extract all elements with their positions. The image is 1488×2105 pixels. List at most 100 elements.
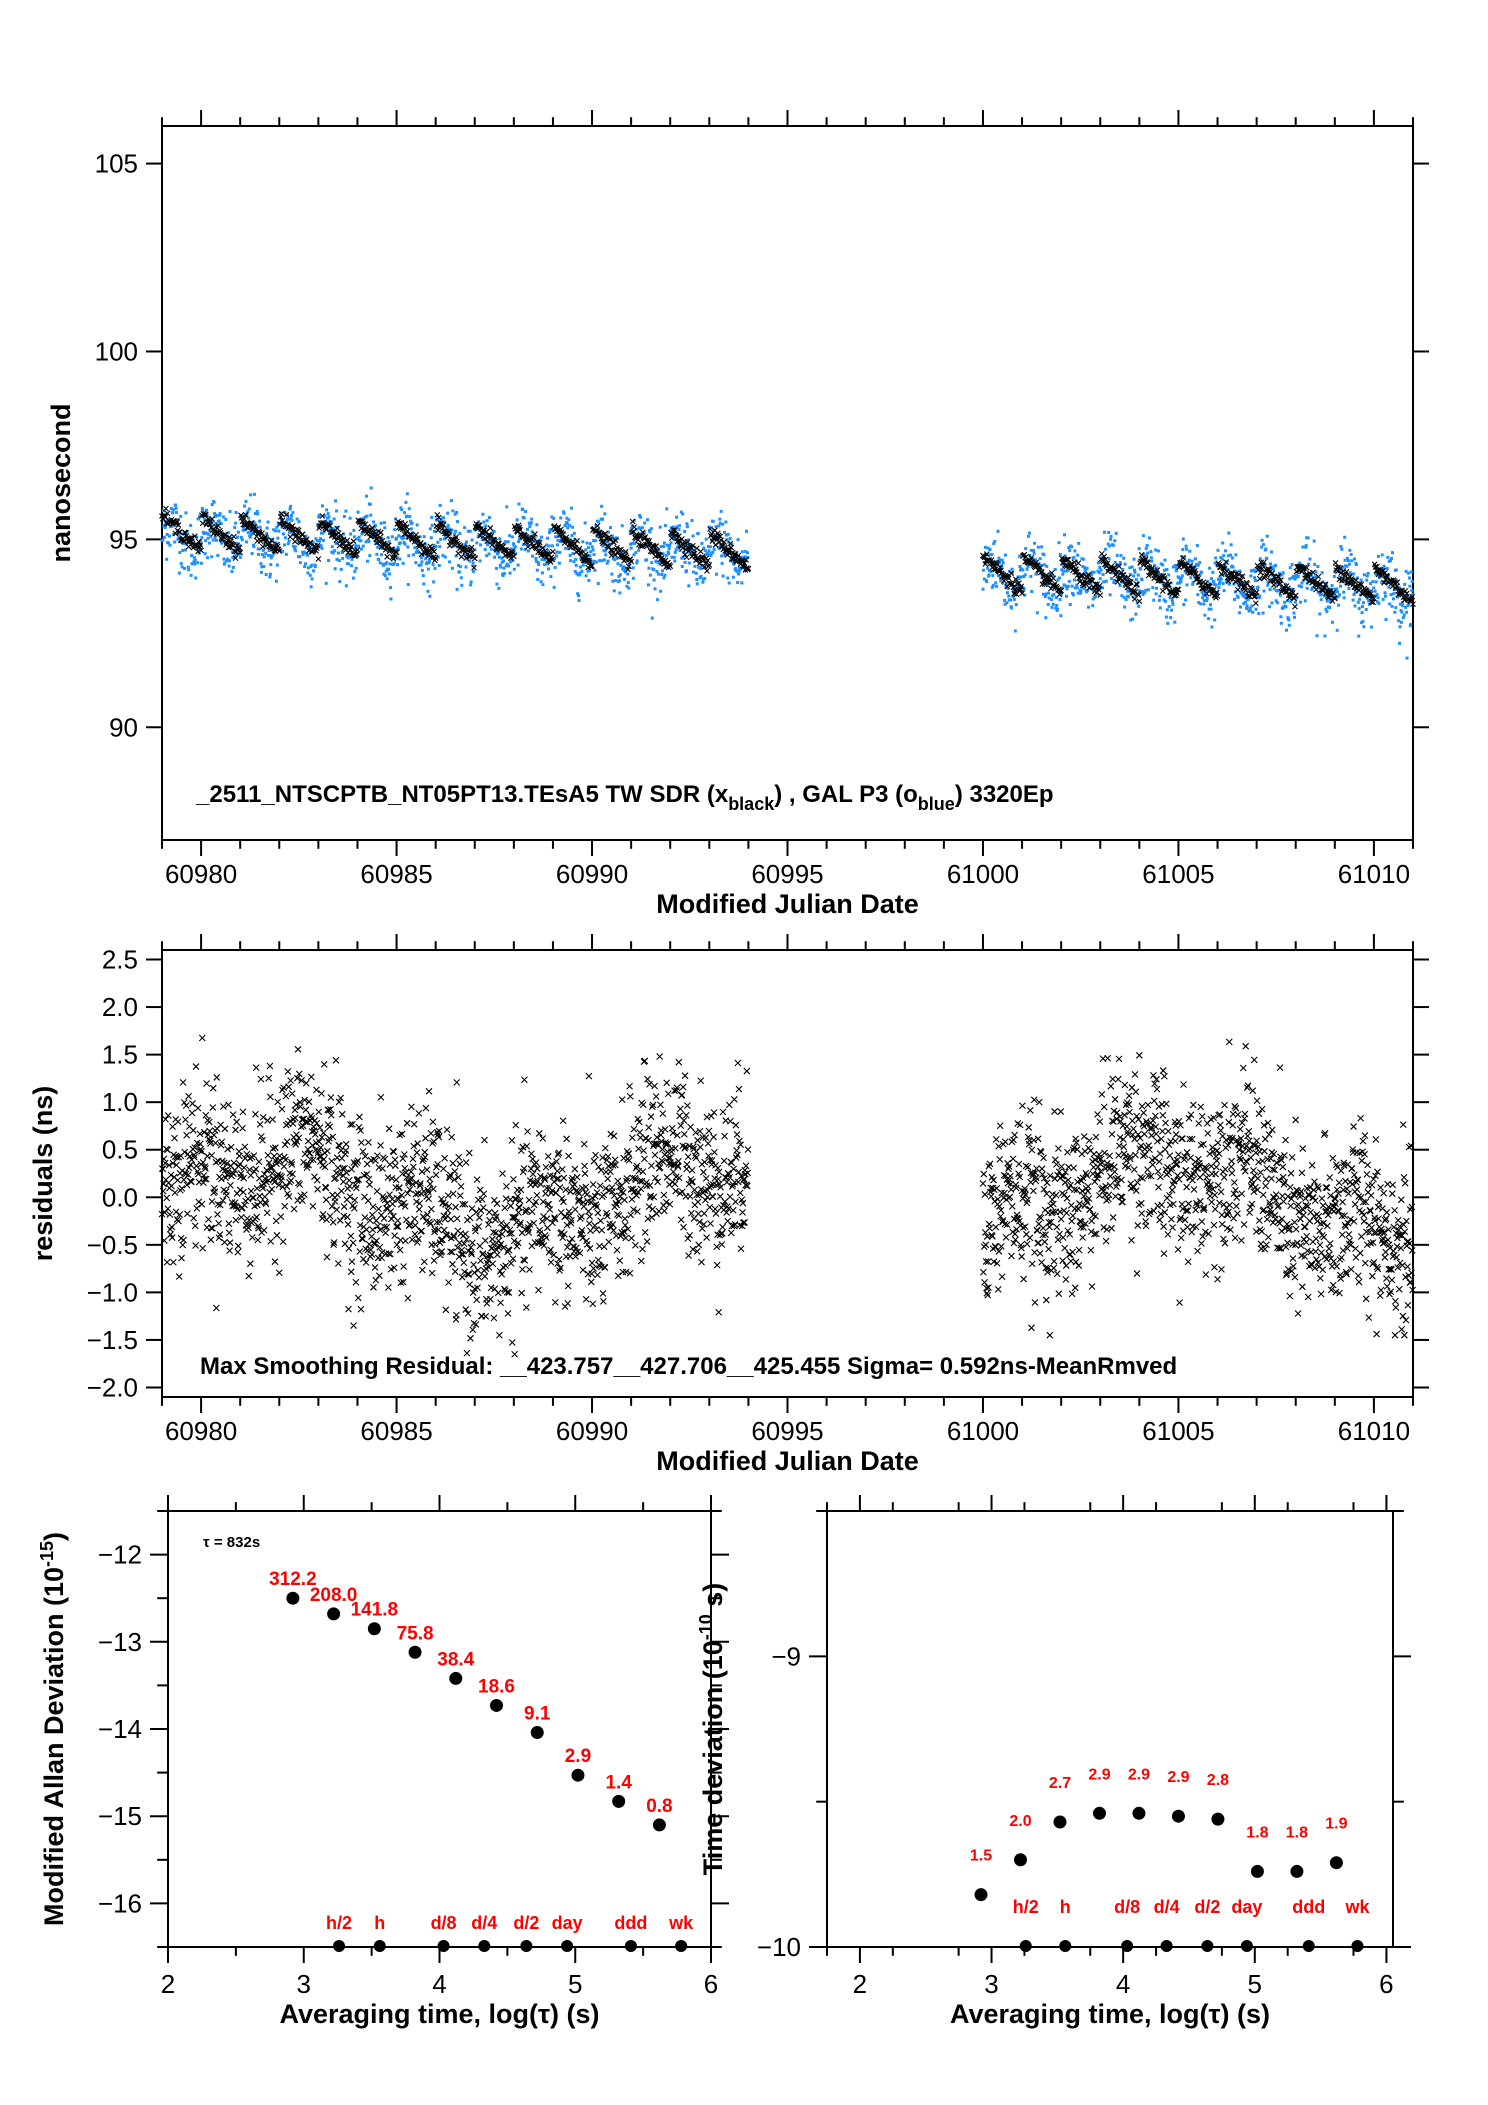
gal-p3-point xyxy=(598,559,602,563)
residual-point xyxy=(559,1117,567,1125)
gal-p3-point xyxy=(1330,620,1334,624)
gal-p3-point xyxy=(1057,541,1061,545)
gal-p3-point xyxy=(1277,571,1281,575)
gal-p3-point xyxy=(1102,580,1106,584)
gal-p3-point xyxy=(1323,634,1327,638)
gal-p3-point xyxy=(502,559,506,563)
gal-p3-point xyxy=(536,560,540,564)
tw-sdr-point xyxy=(636,533,643,540)
gal-p3-point xyxy=(346,553,350,557)
gal-p3-point xyxy=(1145,554,1149,558)
gal-p3-point xyxy=(420,560,424,564)
gal-p3-point xyxy=(1284,582,1288,586)
gal-p3-point xyxy=(1032,551,1036,555)
gal-p3-point xyxy=(309,585,313,589)
gal-p3-point xyxy=(1383,573,1387,577)
residual-point xyxy=(377,1142,384,1149)
tw-sdr-point xyxy=(471,564,477,571)
x-tick-label: 61000 xyxy=(947,859,1019,889)
residual-point xyxy=(351,1196,359,1204)
gal-p3-point xyxy=(277,529,281,533)
gal-p3-point xyxy=(700,541,704,545)
gal-p3-point xyxy=(1258,557,1262,561)
residual-point xyxy=(265,1159,273,1167)
gal-p3-point xyxy=(558,551,562,555)
gal-p3-point xyxy=(1372,586,1376,590)
gal-p3-point xyxy=(1279,621,1283,625)
gal-p3-point xyxy=(388,586,392,590)
gal-p3-point xyxy=(1365,578,1369,582)
gal-p3-point xyxy=(356,537,360,541)
residual-point xyxy=(623,1177,630,1185)
gal-p3-point xyxy=(623,566,627,570)
residual-point xyxy=(639,1168,647,1175)
residual-point xyxy=(468,1205,476,1213)
residual-point xyxy=(282,1092,290,1100)
tw-sdr-point xyxy=(274,541,280,548)
gal-p3-point xyxy=(395,536,399,540)
gal-p3-point xyxy=(1274,599,1278,603)
gal-p3-point xyxy=(1064,569,1068,573)
gal-p3-point xyxy=(357,544,361,548)
gal-p3-point xyxy=(1140,578,1144,582)
gal-p3-point xyxy=(570,525,574,529)
gal-p3-point xyxy=(722,530,726,534)
residual-point xyxy=(567,1188,574,1196)
residual-point xyxy=(628,1234,635,1242)
gal-p3-point xyxy=(345,554,349,558)
residual-point xyxy=(532,1198,540,1206)
gal-p3-point xyxy=(623,577,627,581)
tw-sdr-point xyxy=(607,536,613,543)
residual-point xyxy=(313,1119,321,1127)
gal-p3-point xyxy=(607,530,611,534)
gal-p3-point xyxy=(172,522,176,526)
residual-point xyxy=(480,1190,488,1198)
gal-p3-point xyxy=(517,502,521,506)
gal-p3-point xyxy=(364,540,368,544)
gal-p3-point xyxy=(1132,557,1136,561)
gal-p3-point xyxy=(420,568,424,572)
tw-sdr-point xyxy=(435,514,442,521)
residual-point xyxy=(478,1195,486,1203)
residual-point xyxy=(208,1151,216,1159)
residual-point xyxy=(411,1221,419,1229)
gal-p3-point xyxy=(1066,569,1070,573)
gal-p3-point xyxy=(1254,578,1258,582)
gal-p3-point xyxy=(479,543,483,547)
residual-point xyxy=(352,1278,360,1286)
residual-point xyxy=(499,1170,506,1178)
gal-p3-point xyxy=(393,528,397,532)
residual-point xyxy=(234,1248,242,1256)
gal-p3-point xyxy=(198,514,202,518)
residual-point xyxy=(410,1120,418,1128)
gal-p3-point xyxy=(981,587,985,591)
gal-p3-point xyxy=(1277,588,1281,592)
gal-p3-point xyxy=(180,540,184,544)
residual-point xyxy=(464,1309,472,1317)
gal-p3-point xyxy=(468,529,472,533)
residual-point xyxy=(389,1200,397,1208)
gal-p3-point xyxy=(616,562,620,566)
residual-point xyxy=(571,1206,579,1213)
gal-p3-point xyxy=(1388,602,1392,606)
residual-point xyxy=(281,1141,289,1149)
gal-p3-point xyxy=(1152,598,1156,602)
gal-p3-point xyxy=(736,538,740,542)
gal-p3-point xyxy=(1386,555,1390,559)
gal-p3-point xyxy=(585,541,589,545)
residual-point xyxy=(393,1223,400,1230)
tw-sdr-point xyxy=(1058,587,1065,594)
gal-p3-point xyxy=(302,550,306,554)
gal-p3-point xyxy=(1163,568,1167,572)
y-tick-label: −1.5 xyxy=(87,1325,138,1355)
tw-sdr-point xyxy=(458,553,465,560)
tw-sdr-point xyxy=(1062,556,1069,563)
gal-p3-point xyxy=(1411,592,1415,596)
residual-point xyxy=(305,1098,313,1106)
gal-p3-point xyxy=(498,563,502,567)
gal-p3-point xyxy=(1057,576,1061,580)
residual-point xyxy=(413,1149,421,1157)
residual-point xyxy=(463,1349,471,1357)
gal-p3-point xyxy=(603,512,607,516)
gal-p3-point xyxy=(178,551,182,555)
